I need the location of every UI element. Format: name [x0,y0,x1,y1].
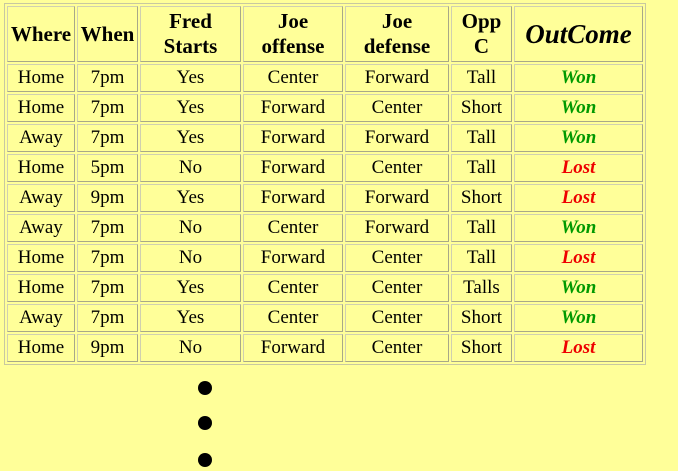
table-row: Away 7pm Yes Forward Forward Tall Won [7,124,643,152]
cell-where: Home [7,274,75,302]
cell-joe-defense: Center [345,274,449,302]
header-where: Where [7,6,75,62]
cell-outcome: Won [514,64,643,92]
cell-when: 7pm [77,274,138,302]
cell-joe-defense: Forward [345,214,449,242]
results-table: Where When Fred Starts Joe offense Joe defe… [4,3,646,365]
cell-opp-c: Tall [451,244,512,272]
cell-joe-defense: Center [345,94,449,122]
cell-where: Home [7,64,75,92]
cell-when: 9pm [77,184,138,212]
cell-fred-starts: Yes [140,184,241,212]
cell-when: 7pm [77,214,138,242]
cell-where: Home [7,334,75,362]
results-table-container: Where When Fred Starts Joe offense Joe defe… [4,3,646,365]
cell-opp-c: Short [451,94,512,122]
cell-opp-c: Tall [451,124,512,152]
table-row: Away 9pm Yes Forward Forward Short Lost [7,184,643,212]
cell-where: Away [7,304,75,332]
cell-joe-defense: Center [345,334,449,362]
cell-opp-c: Tall [451,214,512,242]
cell-opp-c: Tall [451,64,512,92]
cell-joe-defense: Forward [345,124,449,152]
table-row: Home 7pm Yes Forward Center Short Won [7,94,643,122]
cell-opp-c: Talls [451,274,512,302]
cell-fred-starts: Yes [140,94,241,122]
header-outcome: OutCome [514,6,643,62]
table-row: Away 7pm No Center Forward Tall Won [7,214,643,242]
cell-when: 5pm [77,154,138,182]
cell-joe-defense: Center [345,244,449,272]
cell-opp-c: Short [451,334,512,362]
cell-outcome: Won [514,124,643,152]
header-fred-starts: Fred Starts [140,6,241,62]
cell-joe-offense: Forward [243,124,343,152]
cell-fred-starts: No [140,244,241,272]
cell-fred-starts: Yes [140,274,241,302]
cell-fred-starts: No [140,154,241,182]
cell-joe-defense: Center [345,304,449,332]
cell-joe-offense: Forward [243,184,343,212]
cell-joe-offense: Forward [243,244,343,272]
table-row: Home 7pm No Forward Center Tall Lost [7,244,643,272]
cell-joe-offense: Forward [243,94,343,122]
cell-outcome: Lost [514,244,643,272]
cell-outcome: Won [514,214,643,242]
cell-fred-starts: No [140,214,241,242]
cell-joe-defense: Center [345,154,449,182]
table-row: Away 7pm Yes Center Center Short Won [7,304,643,332]
cell-where: Away [7,214,75,242]
cell-fred-starts: Yes [140,304,241,332]
table-row: Home 9pm No Forward Center Short Lost [7,334,643,362]
cell-outcome: Lost [514,154,643,182]
cell-outcome: Lost [514,334,643,362]
cell-where: Home [7,244,75,272]
cell-when: 7pm [77,244,138,272]
header-joe-offense: Joe offense [243,6,343,62]
cell-when: 9pm [77,334,138,362]
header-joe-defense: Joe defense [345,6,449,62]
cell-fred-starts: Yes [140,64,241,92]
cell-where: Home [7,94,75,122]
cell-joe-offense: Center [243,214,343,242]
cell-when: 7pm [77,304,138,332]
header-when: When [77,6,138,62]
header-row: Where When Fred Starts Joe offense Joe defe… [7,6,643,62]
cell-joe-offense: Center [243,274,343,302]
cell-fred-starts: No [140,334,241,362]
cell-where: Away [7,124,75,152]
cell-where: Home [7,154,75,182]
cell-outcome: Won [514,304,643,332]
cell-outcome: Won [514,94,643,122]
cell-opp-c: Tall [451,154,512,182]
table-row: Home 7pm Yes Center Center Talls Won [7,274,643,302]
cell-where: Away [7,184,75,212]
cell-joe-defense: Forward [345,184,449,212]
table-row: Home 5pm No Forward Center Tall Lost [7,154,643,182]
cell-fred-starts: Yes [140,124,241,152]
cell-when: 7pm [77,124,138,152]
cell-joe-offense: Center [243,64,343,92]
header-opp-c: Opp C [451,6,512,62]
cell-joe-defense: Forward [345,64,449,92]
table-row: Home 7pm Yes Center Forward Tall Won [7,64,643,92]
cell-opp-c: Short [451,304,512,332]
cell-opp-c: Short [451,184,512,212]
cell-when: 7pm [77,64,138,92]
continuation-dot [198,381,212,395]
cell-when: 7pm [77,94,138,122]
cell-outcome: Won [514,274,643,302]
cell-joe-offense: Forward [243,334,343,362]
continuation-dot [198,453,212,467]
cell-outcome: Lost [514,184,643,212]
cell-joe-offense: Forward [243,154,343,182]
cell-joe-offense: Center [243,304,343,332]
continuation-dot [198,416,212,430]
